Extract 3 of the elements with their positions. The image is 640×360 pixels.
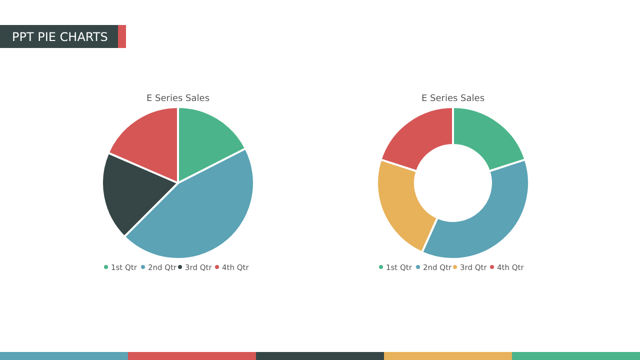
- chart-title: E Series Sales: [421, 94, 485, 104]
- text: PPT PIE CHARTS: [12, 30, 108, 44]
- chart-title: E Series Sales: [146, 94, 210, 104]
